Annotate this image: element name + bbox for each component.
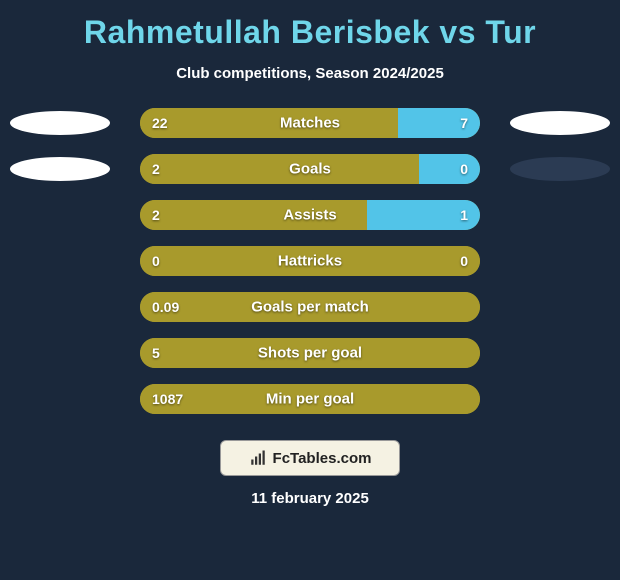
site-logo-box: FcTables.com [220, 440, 400, 476]
infographic-container: Rahmetullah Berisbek vs Tur Club competi… [0, 0, 620, 580]
bar-left-fill [140, 384, 480, 414]
bar-left-fill [140, 292, 480, 322]
stat-row: Shots per goal5 [0, 338, 620, 368]
bar-right-fill [367, 200, 480, 230]
subtitle: Club competitions, Season 2024/2025 [176, 65, 444, 82]
site-logo-text: FcTables.com [273, 450, 372, 467]
bar-track: Assists21 [140, 200, 480, 230]
bar-track: Min per goal1087 [140, 384, 480, 414]
bar-right-fill [398, 108, 480, 138]
team-badge-right [510, 157, 610, 181]
bar-track: Hattricks00 [140, 246, 480, 276]
stat-row: Assists21 [0, 200, 620, 230]
stat-row: Matches227 [0, 108, 620, 138]
stat-row: Hattricks00 [0, 246, 620, 276]
stats-rows: Matches227 Goals20 Assists21 Hattricks00 Goa… [0, 108, 620, 414]
stat-row: Goals per match0.09 [0, 292, 620, 322]
barchart-icon [249, 449, 267, 467]
team-badge-right [510, 111, 610, 135]
bar-left-fill [140, 338, 480, 368]
bar-left-fill [140, 154, 419, 184]
bar-left-fill [140, 246, 480, 276]
bar-track: Shots per goal5 [140, 338, 480, 368]
bar-track: Goals20 [140, 154, 480, 184]
stat-row: Min per goal1087 [0, 384, 620, 414]
bar-track: Matches227 [140, 108, 480, 138]
bar-left-fill [140, 108, 398, 138]
page-title: Rahmetullah Berisbek vs Tur [84, 14, 536, 51]
bar-track: Goals per match0.09 [140, 292, 480, 322]
stat-row: Goals20 [0, 154, 620, 184]
team-badge-left [10, 157, 110, 181]
bar-left-fill [140, 200, 367, 230]
bar-right-fill [419, 154, 480, 184]
team-badge-left [10, 111, 110, 135]
date-text: 11 february 2025 [251, 490, 369, 507]
